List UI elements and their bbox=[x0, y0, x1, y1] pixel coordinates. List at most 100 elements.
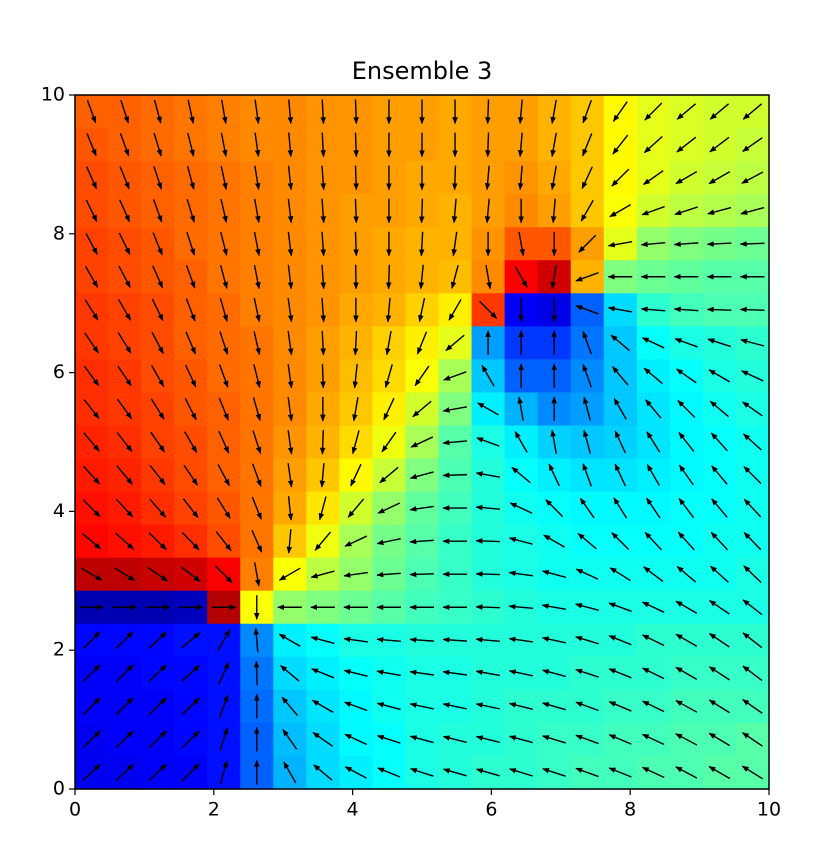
arrow bbox=[314, 531, 332, 551]
arrow bbox=[613, 397, 627, 420]
x-tick-label: 4 bbox=[347, 799, 359, 821]
arrow bbox=[80, 567, 103, 581]
arrow bbox=[280, 665, 300, 682]
arrow bbox=[575, 635, 599, 645]
arrow bbox=[181, 664, 201, 682]
arrow bbox=[117, 299, 132, 321]
arrow bbox=[320, 264, 327, 290]
arrow bbox=[281, 696, 299, 717]
arrow bbox=[287, 165, 294, 191]
arrow bbox=[148, 532, 167, 550]
arrow bbox=[582, 363, 592, 388]
arrow bbox=[218, 694, 229, 718]
arrow bbox=[254, 165, 261, 191]
arrow bbox=[376, 636, 401, 643]
arrow bbox=[220, 132, 228, 158]
arrow bbox=[185, 331, 196, 355]
arrow bbox=[352, 330, 359, 356]
arrow bbox=[151, 331, 164, 355]
arrow bbox=[484, 165, 491, 191]
arrow bbox=[641, 766, 665, 779]
arrow bbox=[741, 732, 763, 747]
arrow bbox=[508, 669, 534, 677]
arrow bbox=[742, 632, 763, 649]
arrow bbox=[676, 565, 697, 583]
y-tick-label: 2 bbox=[53, 639, 65, 661]
arrow bbox=[115, 697, 134, 716]
arrow bbox=[149, 498, 167, 518]
arrow bbox=[152, 199, 163, 223]
arrow bbox=[343, 669, 368, 677]
plot-frame bbox=[74, 94, 770, 790]
arrow bbox=[310, 570, 335, 579]
arrow bbox=[185, 298, 196, 322]
arrow bbox=[147, 566, 169, 582]
arrow bbox=[541, 669, 566, 678]
x-tick-label: 8 bbox=[624, 799, 636, 821]
arrow bbox=[218, 430, 230, 454]
arrow bbox=[542, 735, 566, 744]
arrow bbox=[219, 298, 228, 323]
arrow bbox=[181, 697, 200, 716]
arrow bbox=[708, 699, 730, 714]
arrow bbox=[742, 665, 763, 682]
arrow bbox=[151, 298, 164, 322]
arrow bbox=[742, 137, 763, 153]
arrow bbox=[409, 471, 434, 480]
arrow bbox=[311, 668, 335, 679]
arrow bbox=[82, 730, 101, 749]
arrow bbox=[741, 765, 764, 780]
arrow bbox=[376, 702, 401, 711]
arrow bbox=[282, 729, 298, 750]
arrow bbox=[253, 627, 260, 653]
arrow bbox=[86, 100, 97, 124]
arrow bbox=[676, 103, 697, 120]
arrow bbox=[220, 231, 228, 257]
arrow bbox=[517, 99, 524, 125]
x-tick-label: 0 bbox=[69, 799, 81, 821]
arrow bbox=[320, 297, 327, 323]
arrow bbox=[320, 165, 327, 191]
arrow bbox=[673, 241, 699, 247]
arrow bbox=[150, 431, 166, 453]
arrow bbox=[442, 637, 468, 643]
arrow bbox=[253, 297, 261, 323]
arrow bbox=[508, 570, 534, 577]
arrow bbox=[148, 763, 167, 782]
arrow bbox=[253, 264, 261, 290]
arrow bbox=[220, 99, 228, 125]
arrow bbox=[320, 231, 327, 257]
arrow bbox=[409, 637, 435, 643]
arrow bbox=[740, 370, 764, 382]
arrow bbox=[409, 702, 434, 710]
arrow bbox=[219, 760, 228, 785]
arrow bbox=[252, 397, 262, 422]
arrow bbox=[608, 602, 632, 612]
arrow bbox=[582, 100, 592, 124]
arrow bbox=[115, 631, 134, 650]
arrow bbox=[287, 132, 294, 158]
arrow bbox=[575, 734, 599, 745]
arrow bbox=[344, 766, 367, 779]
arrow bbox=[608, 668, 632, 679]
arrow bbox=[640, 306, 666, 313]
y-tick-label: 8 bbox=[53, 222, 65, 244]
arrow bbox=[118, 265, 131, 288]
arrow bbox=[253, 331, 261, 356]
arrow bbox=[419, 198, 425, 224]
arrow bbox=[475, 471, 501, 478]
arrow bbox=[287, 297, 294, 323]
arrow bbox=[115, 763, 134, 782]
arrow bbox=[418, 297, 426, 323]
arrow bbox=[251, 529, 263, 553]
arrow bbox=[214, 565, 233, 584]
arrow bbox=[742, 401, 763, 417]
arrow bbox=[84, 266, 99, 288]
arrow bbox=[741, 171, 764, 184]
arrow bbox=[509, 502, 533, 514]
arrow bbox=[414, 365, 430, 387]
arrow bbox=[151, 365, 165, 387]
arrow bbox=[286, 529, 293, 554]
arrow bbox=[575, 701, 599, 712]
arrow bbox=[184, 364, 197, 388]
